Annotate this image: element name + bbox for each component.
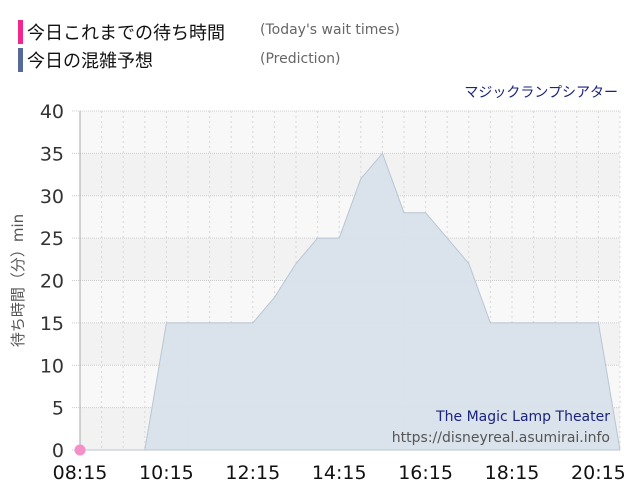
y-tick-label: 20 — [40, 271, 64, 293]
annotation-attraction-en: The Magic Lamp Theater — [435, 409, 610, 425]
y-tick-label: 30 — [40, 186, 64, 208]
legend-today-swatch — [18, 20, 23, 44]
today-point — [74, 444, 86, 456]
legend-prediction-en: (Prediction) — [260, 51, 341, 67]
legend-today-en: (Today's wait times) — [260, 22, 400, 38]
y-tick-label: 35 — [40, 143, 64, 165]
annotation-source-url: https://disneyreal.asumirai.info — [392, 430, 610, 446]
y-tick-label: 0 — [52, 440, 64, 462]
y-tick-label: 5 — [52, 398, 64, 420]
legend-prediction-label: 今日の混雑予想 — [27, 51, 153, 72]
y-tick-label: 25 — [40, 228, 64, 250]
y-axis-label: 待ち時間（分）min — [9, 214, 27, 347]
attraction-name: マジックランプシアター — [464, 85, 618, 101]
plot-band — [80, 153, 620, 196]
x-tick-label: 12:15 — [225, 462, 280, 484]
x-tick-label: 20:15 — [571, 462, 626, 484]
x-tick-label: 16:15 — [398, 462, 453, 484]
y-tick-label: 10 — [40, 355, 64, 377]
x-tick-label: 14:15 — [312, 462, 367, 484]
legend-prediction-swatch — [18, 48, 23, 72]
legend-prediction: 今日の混雑予想 — [18, 48, 153, 72]
y-tick-label: 40 — [40, 101, 64, 123]
legend-today-label: 今日これまでの待ち時間 — [27, 23, 225, 44]
x-tick-label: 08:15 — [53, 462, 108, 484]
y-tick-label: 15 — [40, 313, 64, 335]
plot-band — [80, 111, 620, 154]
legend-today: 今日これまでの待ち時間 — [18, 20, 225, 44]
prediction-area — [80, 152, 621, 451]
x-tick-label: 10:15 — [139, 462, 194, 484]
x-tick-label: 18:15 — [485, 462, 540, 484]
